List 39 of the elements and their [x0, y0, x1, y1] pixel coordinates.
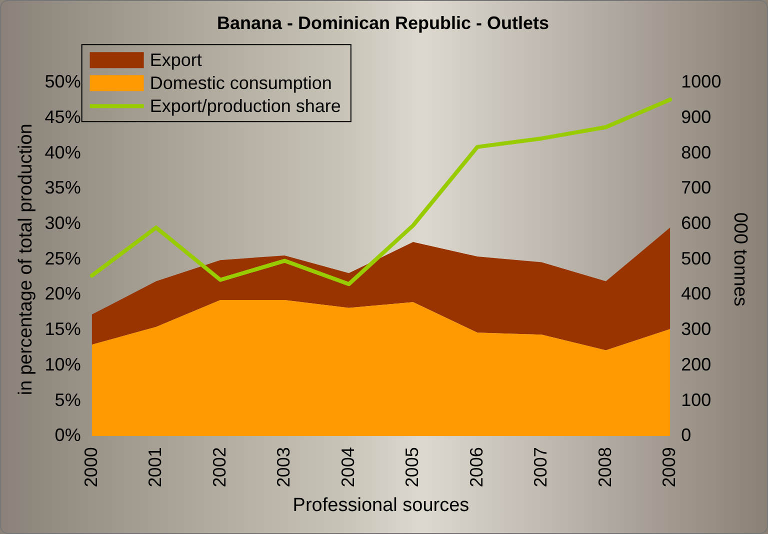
x-tick-label: 2002 [209, 447, 230, 488]
x-tick-label: 2004 [338, 447, 358, 488]
y-tick-label: 30% [44, 212, 81, 233]
y2-tick-label: 200 [681, 354, 712, 374]
y2-tick-label: 700 [681, 178, 712, 198]
legend-label: Export/production share [150, 96, 341, 116]
x-tick-label: 2007 [530, 447, 551, 488]
x-tick-label: 2008 [594, 447, 615, 488]
y2-tick-label: 1000 [681, 72, 722, 92]
y2-tick-label: 600 [681, 212, 712, 233]
x-tick-label: 2003 [274, 447, 294, 488]
y-tick-label: 20% [44, 284, 81, 304]
y-tick-label: 0% [54, 425, 81, 446]
y2-tick-label: 800 [681, 142, 712, 162]
y-tick-label: 50% [44, 72, 81, 92]
y-axis-title: in percentage of total production [16, 124, 37, 396]
x-tick-label: 2009 [659, 447, 680, 488]
y-tick-label: 25% [44, 248, 81, 268]
y-tick-label: 15% [44, 319, 81, 340]
y2-tick-label: 400 [681, 284, 712, 304]
x-tick-label: 2000 [80, 447, 101, 488]
y-tick-label: 40% [44, 142, 81, 162]
x-axis-title: Professional sources [292, 494, 470, 516]
y2-tick-label: 0 [681, 425, 692, 446]
legend-label: Export [150, 50, 202, 70]
y2-tick-label: 300 [681, 319, 712, 340]
y-tick-label: 45% [44, 106, 81, 127]
legend-label: Domestic consumption [150, 73, 332, 94]
chart-title: Banana - Dominican Republic - Outlets [216, 12, 550, 33]
y-tick-label: 10% [44, 354, 81, 374]
y2-tick-label: 500 [681, 248, 712, 268]
y-tick-label: 35% [44, 178, 81, 198]
y2-axis-title: 000 tonnes [729, 212, 750, 306]
y-tick-label: 5% [54, 390, 81, 410]
y2-tick-label: 100 [681, 390, 712, 410]
x-tick-label: 2005 [402, 447, 422, 488]
x-tick-label: 2001 [145, 447, 166, 488]
y2-tick-label: 900 [681, 106, 712, 127]
x-tick-label: 2006 [466, 447, 486, 488]
